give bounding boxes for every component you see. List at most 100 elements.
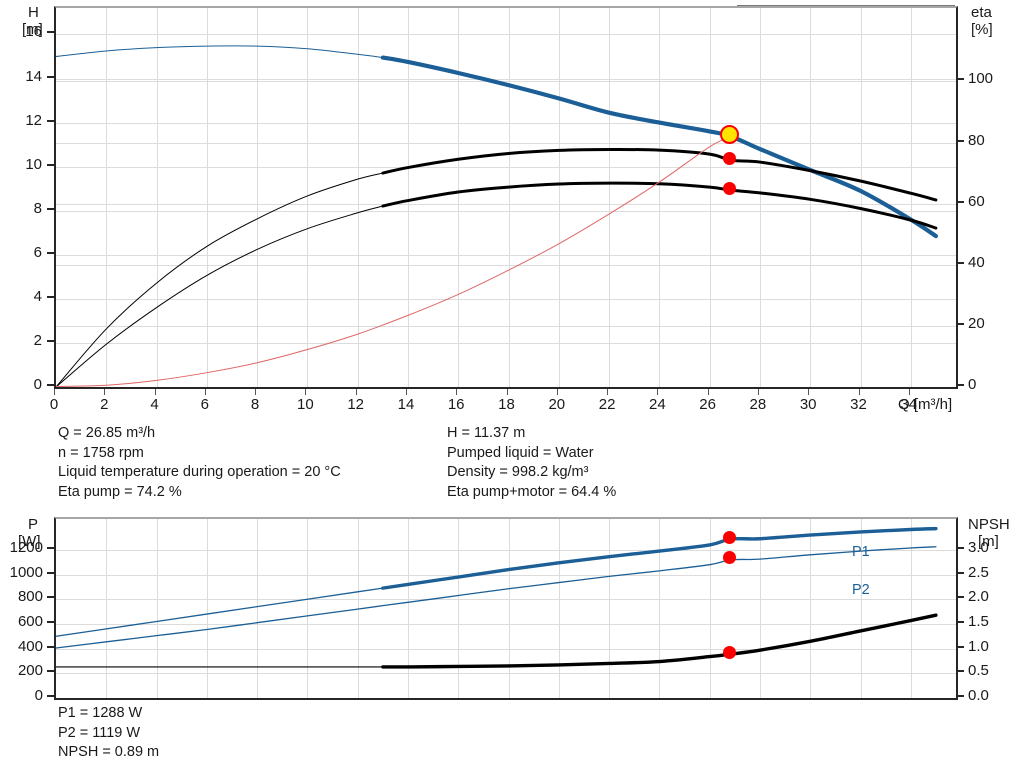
h-axis-title-line2: [m] — [22, 21, 43, 38]
duty-marker-npsh — [722, 645, 736, 659]
lower-gridlines — [56, 519, 956, 698]
gridline-vertical — [206, 519, 208, 698]
p-tick-label: 0 — [34, 687, 43, 704]
q-tick-label: 18 — [498, 396, 515, 413]
tick-mark — [957, 695, 964, 697]
tick-mark — [47, 645, 54, 648]
tick-mark — [355, 389, 357, 395]
gridline-vertical — [257, 8, 259, 387]
operating-data-line: Density = 998.2 kg/m³ — [447, 464, 589, 480]
gridline-horizontal — [56, 298, 956, 300]
tick-mark — [154, 389, 156, 395]
eta-tick-label: 40 — [968, 253, 985, 271]
gridline-horizontal — [56, 698, 956, 699]
tick-mark — [47, 295, 54, 298]
duty-marker-eta-pump-motor — [722, 181, 736, 195]
gridline-horizontal — [56, 81, 956, 83]
tick-mark — [556, 389, 558, 395]
q-tick-label: 30 — [799, 396, 817, 413]
h-tick-label: 6 — [33, 243, 42, 261]
tick-mark — [47, 251, 54, 254]
tick-mark — [47, 670, 54, 673]
p-tick-label: 1000 — [9, 563, 43, 581]
eta-tick-label: 20 — [968, 314, 985, 332]
tick-mark — [47, 163, 54, 166]
q-tick-label: 6 — [200, 396, 209, 413]
tick-mark — [957, 261, 964, 264]
curve-label-p2: P2 — [852, 582, 870, 598]
tick-mark — [47, 596, 54, 599]
tick-mark — [406, 389, 407, 395]
tick-mark — [957, 200, 964, 203]
duty-marker-eta-pump — [722, 151, 736, 165]
tick-mark — [707, 389, 709, 395]
npsh-tick-label: 0.5 — [968, 662, 989, 680]
tick-mark — [957, 322, 964, 325]
npsh-tick-label: 3.0 — [968, 539, 989, 557]
npsh-tick-label: 1.0 — [968, 637, 989, 655]
gridline-vertical — [558, 8, 560, 387]
gridline-horizontal — [56, 342, 956, 344]
upper-gridlines — [56, 8, 956, 387]
gridline-vertical — [810, 8, 812, 387]
tick-mark — [957, 645, 964, 648]
gridline-vertical — [458, 8, 460, 387]
p-axis-title-line2: [W] — [18, 533, 41, 550]
gridline-horizontal — [56, 574, 956, 576]
tick-mark — [957, 547, 964, 550]
eta-tick-label: 60 — [968, 192, 985, 210]
h-tick-label: 4 — [33, 287, 42, 305]
tick-mark — [47, 571, 54, 574]
gridline-horizontal — [56, 122, 956, 124]
tick-mark — [204, 389, 206, 395]
eta-axis-title-line2: [%] — [971, 21, 993, 38]
p-tick-label: 200 — [17, 662, 43, 680]
tick-mark — [657, 389, 659, 395]
npsh-tick-label: 2.0 — [968, 588, 989, 606]
q-tick-label: 16 — [447, 396, 465, 413]
gridline-horizontal — [56, 387, 956, 388]
gridline-vertical — [759, 8, 761, 387]
gridline-vertical — [910, 8, 912, 387]
q-tick-label: 14 — [397, 396, 415, 413]
gridline-vertical — [910, 519, 912, 698]
p-axis-title-line1: P — [28, 516, 39, 533]
gridline-horizontal — [56, 78, 956, 80]
gridline-horizontal — [56, 254, 956, 256]
power-npsh-data-line: P2 = 1119 W — [58, 724, 141, 741]
gridline-vertical — [408, 519, 409, 698]
gridline-vertical — [156, 8, 158, 387]
h-tick-label: 16 — [25, 23, 42, 41]
gridline-horizontal — [56, 34, 956, 36]
tick-mark — [47, 620, 54, 623]
gridline-horizontal — [56, 210, 956, 212]
gridline-vertical — [257, 519, 259, 698]
tick-mark — [255, 389, 257, 395]
npsh-tick-label: 0.0 — [968, 687, 989, 704]
npsh-axis-title-line1: NPSH — [968, 516, 1010, 533]
tick-mark — [808, 389, 810, 395]
tick-mark — [506, 389, 508, 395]
upper-curves — [56, 45, 938, 387]
operating-data-line: Eta pump = 74.2 % — [58, 483, 182, 500]
tick-mark — [47, 546, 54, 549]
h-tick-label: 0 — [33, 376, 42, 393]
operating-data-line: Pumped liquid = Water — [447, 444, 594, 461]
h-axis-title-line1: H — [28, 4, 39, 21]
gridline-vertical — [709, 519, 711, 698]
duty-marker-p2 — [722, 551, 736, 565]
head-efficiency-chart: H [m] eta [%] Q [m³/h] 0 2 4 6 8 10 12 14 16 0 20… — [22, 4, 993, 413]
tick-mark — [456, 389, 458, 395]
operating-data-line: H = 11.37 m — [447, 425, 526, 441]
tick-mark — [104, 389, 106, 395]
tick-mark — [47, 695, 54, 697]
gridline-vertical — [759, 519, 761, 698]
h-tick-label: 12 — [25, 111, 42, 129]
power-npsh-data-line: P1 = 1288 W — [58, 705, 143, 721]
p-tick-label: 600 — [17, 612, 43, 630]
tick-mark — [957, 139, 964, 142]
tick-mark — [858, 389, 860, 395]
operating-data-line: n = 1758 rpm — [58, 444, 144, 461]
q-tick-label: 22 — [598, 396, 616, 413]
tick-mark — [957, 78, 964, 81]
